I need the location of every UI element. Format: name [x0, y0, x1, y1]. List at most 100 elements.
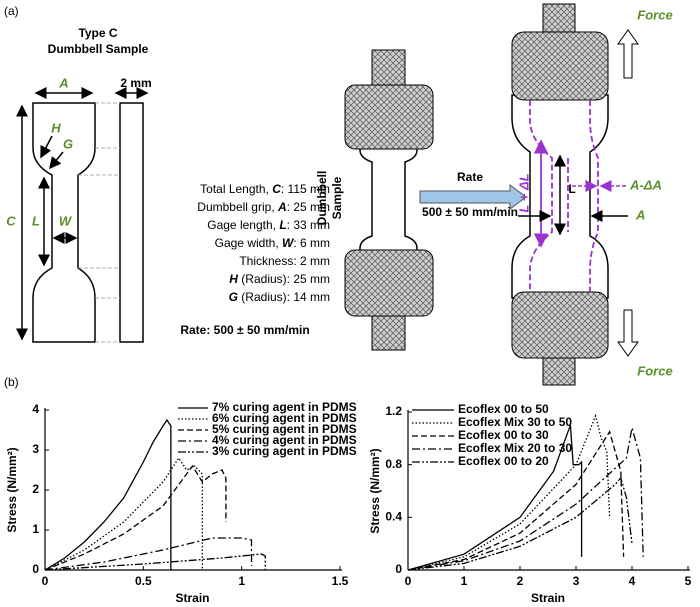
sample-title: Type C: [78, 26, 117, 40]
grip: [344, 84, 434, 150]
spec-line: H (Radius): 25 mm: [229, 272, 330, 286]
rate-label: Rate: [457, 170, 483, 184]
force-arrow: [617, 309, 639, 357]
y-axis-label: Stress (N/mm²): [368, 448, 382, 533]
x-tick-label: 3: [573, 574, 580, 588]
series-line: [44, 553, 266, 571]
x-tick-label: 0: [42, 574, 49, 588]
spec-part: W: [282, 236, 295, 250]
legend-label: Ecoflex Mix 30 to 50: [458, 415, 572, 429]
spec-part: : 115 mm: [281, 182, 330, 196]
series-line: [44, 418, 172, 571]
spec-part: A: [277, 200, 287, 214]
x-tick-label: 5: [685, 574, 692, 588]
spec-part: : 33 mm: [287, 218, 330, 232]
spec-part: Dumbbell grip,: [197, 200, 278, 214]
spec-part: Thickness: 2 mm: [239, 254, 330, 268]
stretched-length: L + ΔL: [516, 173, 531, 212]
series-line: [44, 537, 253, 571]
spec-part: : 6 mm: [293, 236, 330, 250]
spec-part: G: [229, 290, 238, 304]
legend-label: 4% curing agent in PDMS: [212, 433, 357, 447]
x-tick-label: 0: [405, 574, 412, 588]
panel-label: (a): [4, 4, 19, 18]
stretched-sample: L + ΔL L A-ΔA A Force Force: [511, 3, 673, 386]
series-line: [407, 427, 644, 571]
spec-part: L: [279, 218, 286, 232]
original-length: L: [568, 182, 575, 196]
grip: [511, 291, 609, 359]
x-tick-label: 4: [629, 574, 636, 588]
series-line: [44, 456, 203, 571]
spec-line: Gage length, L: 33 mm: [207, 218, 330, 232]
x-axis-label: Strain: [175, 591, 209, 605]
spec-line: Thickness: 2 mm: [239, 254, 330, 268]
dim-label: H: [51, 120, 61, 135]
sample-side: [119, 102, 144, 343]
reduced-width: A-ΔA: [629, 177, 662, 192]
rate-note: Rate: 500 ± 50 mm/min: [180, 323, 309, 337]
spec-part: Gage width,: [215, 236, 282, 250]
spec-part: : 25 mm: [287, 200, 330, 214]
legend-label: Ecoflex 00 to 30: [458, 428, 549, 442]
grip-tab: [542, 3, 576, 35]
grip-tab: [542, 357, 576, 386]
y-tick-label: 2: [32, 482, 39, 496]
y-axis-label: Stress (N/mm²): [5, 447, 19, 532]
guides: [78, 102, 120, 343]
legend-label: 6% curing agent in PDMS: [212, 411, 357, 425]
grip: [511, 31, 609, 101]
spec-line: Dumbbell grip, A: 25 mm: [197, 200, 330, 214]
force-arrow: [617, 29, 639, 79]
legend-label: Ecoflex 00 to 50: [458, 402, 549, 416]
rate-arrow: [419, 184, 527, 210]
spec-part: (Radius): 25 mm: [238, 272, 330, 286]
y-tick-label: 0: [395, 562, 402, 576]
y-tick-label: 0.8: [385, 457, 402, 471]
series-line: [407, 413, 611, 571]
series-line: [407, 430, 625, 571]
force-label: Force: [637, 7, 672, 22]
legend-label: 3% curing agent in PDMS: [212, 444, 357, 458]
y-tick-label: 0.4: [385, 510, 402, 524]
legend-label: 7% curing agent in PDMS: [212, 400, 357, 414]
x-axis-label: Strain: [531, 591, 565, 605]
original-width: A: [635, 207, 645, 222]
dim-label: G: [63, 136, 73, 151]
legend-label: 5% curing agent in PDMS: [212, 422, 357, 436]
y-tick-label: 3: [32, 442, 39, 456]
series-line: [44, 464, 227, 571]
spec-part: Total Length,: [200, 182, 272, 196]
dim-label: 2 mm: [120, 76, 151, 90]
panel-label: (b): [4, 375, 19, 389]
dim-label: A: [58, 75, 68, 90]
side-label: Dumbbell: [315, 171, 329, 226]
y-tick-label: 0: [32, 562, 39, 576]
dim-label: L: [32, 213, 40, 228]
x-tick-label: 0.5: [135, 574, 152, 588]
spec-line: Gage width, W: 6 mm: [215, 236, 330, 250]
spec-part: (Radius): 14 mm: [238, 290, 330, 304]
charts: 0 1 2 3 4 0 0.5 1 1.5 Strain Stress (N/mm²) 7% curi…: [5, 400, 691, 605]
y-tick-label: 4: [32, 402, 39, 416]
spec-part: Gage length,: [207, 218, 279, 232]
x-tick-label: 1: [461, 574, 468, 588]
grip: [344, 249, 434, 317]
y-tick-label: 1: [32, 522, 39, 536]
x-tick-label: 2: [517, 574, 524, 588]
series-line: [407, 424, 583, 571]
x-tick-label: 1: [238, 574, 245, 588]
gripped-sample: Dumbbell Sample Rate 500 ± 50 mm/min: [315, 49, 527, 351]
spec-part: C: [272, 182, 281, 196]
spec-line: G (Radius): 14 mm: [229, 290, 330, 304]
dim-arrow: [40, 135, 53, 159]
spec-part: H: [229, 272, 238, 286]
spec-line: Total Length, C: 115 mm: [200, 182, 330, 196]
rate-value: 500 ± 50 mm/min: [422, 205, 518, 219]
force-label: Force: [637, 363, 672, 378]
side-label: Sample: [330, 176, 344, 219]
legend-label: Ecoflex Mix 20 to 30: [458, 441, 572, 455]
legend-label: Ecoflex 00 to 20: [458, 454, 549, 468]
